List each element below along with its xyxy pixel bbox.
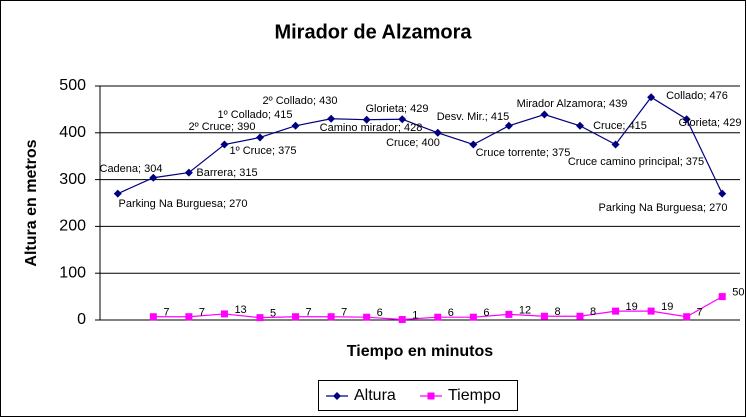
data-label: Cruce camino principal; 375 [568,156,704,168]
data-label: Glorieta; 429 [366,103,429,115]
point [469,140,478,149]
legend-box [318,380,518,411]
point [683,313,691,321]
data-label: 19 [661,301,673,313]
point [611,140,620,149]
point [327,313,335,321]
data-label: 12 [519,304,531,316]
legend-marker [427,392,435,400]
point [434,313,442,321]
data-label: 6 [448,307,454,319]
y-tick-label: 0 [77,311,86,328]
point [398,115,407,124]
y-tick-label: 100 [59,264,86,281]
data-label: Cruce; 400 [386,137,440,149]
data-label: 50 [732,287,744,299]
data-label: 8 [554,306,560,318]
data-label: 6 [377,307,383,319]
point [576,312,584,320]
point [718,189,727,198]
y-tick-label: 200 [59,218,86,235]
y-tick-label: 400 [59,124,86,141]
data-label: Cruce torrente; 375 [476,147,571,159]
point [220,310,228,318]
data-label: Mirador Alzamora; 439 [517,98,628,110]
data-label: Glorieta; 429 [679,117,742,129]
point [292,313,300,321]
data-label: 6 [483,307,489,319]
point [113,189,122,198]
point [327,114,336,123]
legend-label: Tiempo [448,387,501,404]
data-label: 2º Collado; 430 [263,95,338,107]
point [256,133,264,142]
legend-marker [333,392,341,400]
data-label: Cadena; 304 [100,163,163,175]
point [291,121,300,130]
data-label: 2º Cruce; 390 [189,121,256,133]
y-tick-label: 500 [59,77,86,94]
data-label: 7 [199,307,205,319]
y-tick-label: 300 [59,171,86,188]
data-label: Camino mirador; 428 [320,122,423,134]
point [718,293,726,301]
data-label: Cruce; 415 [593,120,647,132]
point [647,307,655,315]
point [220,140,229,149]
x-axis-title: Tiempo en minutos [347,343,493,360]
data-label: Collado; 476 [666,90,728,102]
point [149,173,158,182]
data-label: Parking Na Burguesa; 270 [118,198,247,210]
data-label: 7 [341,307,347,319]
data-label: 5 [270,308,276,320]
data-label: 1º Cruce; 375 [230,145,297,157]
point [184,168,193,177]
point [504,121,513,130]
data-label: Desv. Mir.; 415 [437,111,510,123]
data-label: 1 [412,309,418,321]
point [540,312,548,320]
point [362,115,371,124]
point [256,314,264,322]
point [682,115,691,124]
point [185,313,193,321]
series-line [117,96,723,195]
data-label: Parking Na Burguesa; 270 [598,202,727,214]
point [647,93,656,102]
data-label: 7 [697,307,703,319]
legend-label: Altura [354,387,396,404]
point [505,310,513,318]
data-label: 13 [234,304,246,316]
point [149,313,157,321]
chart-title: Mirador de Alzamora [274,21,472,43]
point [540,110,549,119]
point [398,316,406,324]
point [433,128,442,137]
data-label: 7 [306,307,312,319]
point [576,121,584,130]
point [612,307,620,315]
point [469,313,477,321]
y-axis-title: Altura en metros [23,139,40,266]
data-label: 1º Collado; 415 [218,109,293,121]
data-label: 7 [163,307,169,319]
point [363,313,371,321]
data-label: 8 [590,306,596,318]
data-label: 19 [626,301,638,313]
data-label: Barrera; 315 [196,167,257,179]
